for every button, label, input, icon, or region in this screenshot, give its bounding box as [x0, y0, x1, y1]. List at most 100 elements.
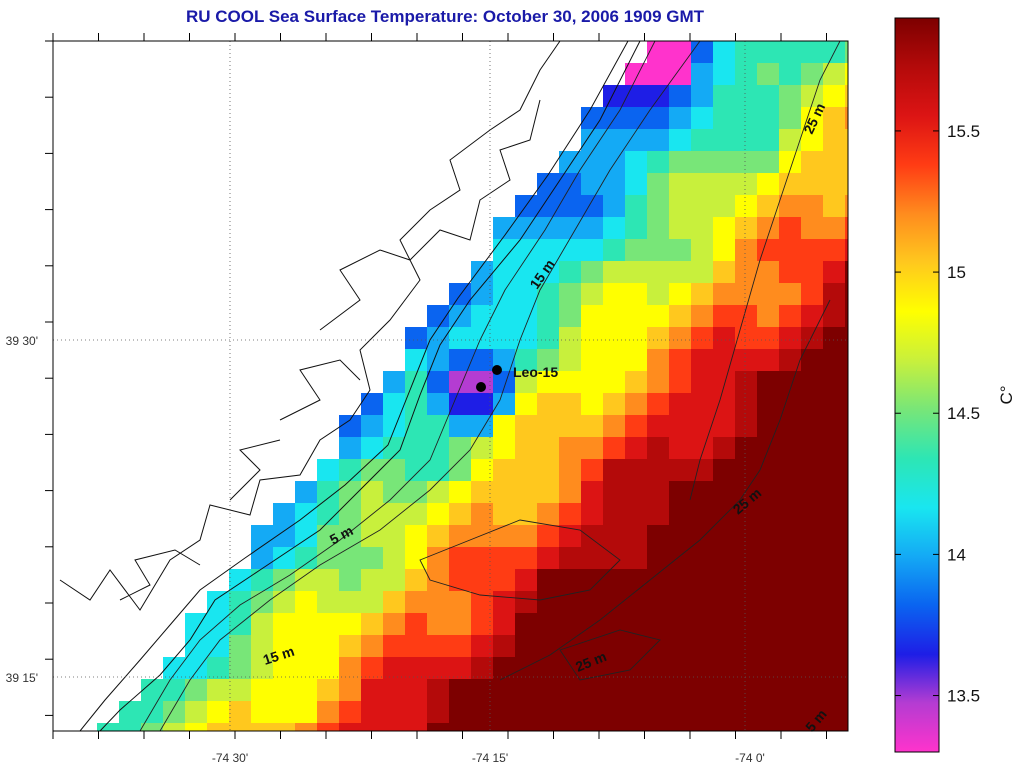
- sst-pixel: [625, 151, 648, 174]
- map-panel: 5 m 15 m 15 m 25 m 25 m 25 m 5 m Leo-15 …: [6, 33, 849, 765]
- sst-pixel: [295, 613, 318, 636]
- sst-pixel: [361, 591, 384, 614]
- sst-pixel: [273, 525, 296, 548]
- sst-pixel: [691, 327, 714, 350]
- x-tick-label-74-30: -74 30': [212, 751, 248, 765]
- sst-pixel: [339, 547, 362, 570]
- sst-pixel: [405, 569, 428, 592]
- sst-pixel: [471, 349, 494, 372]
- sst-pixel: [823, 327, 846, 350]
- sst-pixel: [647, 547, 670, 570]
- sst-pixel: [757, 151, 780, 174]
- sst-pixel: [603, 569, 626, 592]
- sst-pixel: [845, 41, 848, 64]
- sst-pixel: [691, 107, 714, 130]
- sst-pixel: [779, 283, 802, 306]
- sst-pixel: [383, 591, 406, 614]
- sst-pixel: [669, 63, 692, 86]
- sst-pixel: [779, 41, 802, 64]
- sst-pixel: [273, 613, 296, 636]
- sst-pixel: [559, 679, 582, 702]
- sst-pixel: [625, 459, 648, 482]
- sst-pixel: [449, 481, 472, 504]
- sst-pixel: [317, 503, 340, 526]
- sst-pixel: [779, 129, 802, 152]
- colorbar: 13.5 14 14.5 15 15.5 C°: [894, 17, 1016, 753]
- sst-pixel: [603, 503, 626, 526]
- sst-pixel: [559, 393, 582, 416]
- sst-pixel: [383, 569, 406, 592]
- sst-pixel: [779, 371, 802, 394]
- sst-pixel: [691, 635, 714, 658]
- sst-pixel: [405, 437, 428, 460]
- sst-pixel: [691, 657, 714, 680]
- sst-pixel: [427, 459, 450, 482]
- sst-pixel: [493, 591, 516, 614]
- sst-pixel: [735, 481, 758, 504]
- sst-pixel: [515, 481, 538, 504]
- sst-pixel: [559, 481, 582, 504]
- sst-pixel: [471, 525, 494, 548]
- sst-pixel: [823, 393, 846, 416]
- sst-pixel: [779, 481, 802, 504]
- sst-pixel: [691, 503, 714, 526]
- sst-pixel: [845, 349, 848, 372]
- sst-pixel: [757, 525, 780, 548]
- colorbar-tick-label: 14: [947, 545, 966, 564]
- sst-pixel: [471, 459, 494, 482]
- sst-pixel: [691, 525, 714, 548]
- sst-pixel: [823, 261, 846, 284]
- sst-pixel: [669, 283, 692, 306]
- sst-pixel: [427, 591, 450, 614]
- sst-pixel: [823, 679, 846, 702]
- sst-pixel: [229, 679, 252, 702]
- sst-pixel: [801, 569, 824, 592]
- sst-pixel: [229, 591, 252, 614]
- sst-pixel: [581, 349, 604, 372]
- sst-pixel: [801, 151, 824, 174]
- sst-pixel: [493, 701, 516, 724]
- sst-pixel: [757, 635, 780, 658]
- sst-pixel: [647, 481, 670, 504]
- sst-pixel: [603, 327, 626, 350]
- sst-pixel: [427, 503, 450, 526]
- sst-pixel: [581, 481, 604, 504]
- sst-pixel: [757, 261, 780, 284]
- sst-pixel: [779, 613, 802, 636]
- sst-pixel: [845, 129, 848, 152]
- sst-pixel: [449, 701, 472, 724]
- barrier-island-outline: [99, 41, 641, 731]
- sst-pixel: [801, 283, 824, 306]
- sst-pixel: [339, 723, 362, 731]
- sst-pixel: [779, 393, 802, 416]
- sst-pixel: [273, 591, 296, 614]
- sst-pixel: [361, 569, 384, 592]
- sst-pixel: [625, 327, 648, 350]
- sst-pixel: [449, 569, 472, 592]
- sst-pixel: [383, 481, 406, 504]
- sst-pixel: [691, 679, 714, 702]
- sst-pixel: [515, 393, 538, 416]
- sst-pixel: [603, 393, 626, 416]
- sst-pixel: [669, 679, 692, 702]
- sst-pixel: [603, 525, 626, 548]
- sst-pixel: [757, 239, 780, 262]
- sst-pixel: [669, 85, 692, 108]
- sst-pixel: [559, 437, 582, 460]
- marsh-inner-channel: [119, 99, 541, 601]
- sst-pixel: [691, 481, 714, 504]
- sst-pixel: [581, 591, 604, 614]
- sst-pixel: [625, 261, 648, 284]
- sst-pixel: [537, 239, 560, 262]
- sst-pixel: [779, 349, 802, 372]
- sst-pixel: [471, 305, 494, 328]
- sst-pixel: [493, 679, 516, 702]
- sst-pixel: [603, 437, 626, 460]
- sst-pixel: [625, 547, 648, 570]
- sst-pixel: [537, 195, 560, 218]
- sst-pixel: [779, 63, 802, 86]
- sst-pixel: [427, 613, 450, 636]
- sst-pixel: [581, 261, 604, 284]
- sst-pixel: [515, 569, 538, 592]
